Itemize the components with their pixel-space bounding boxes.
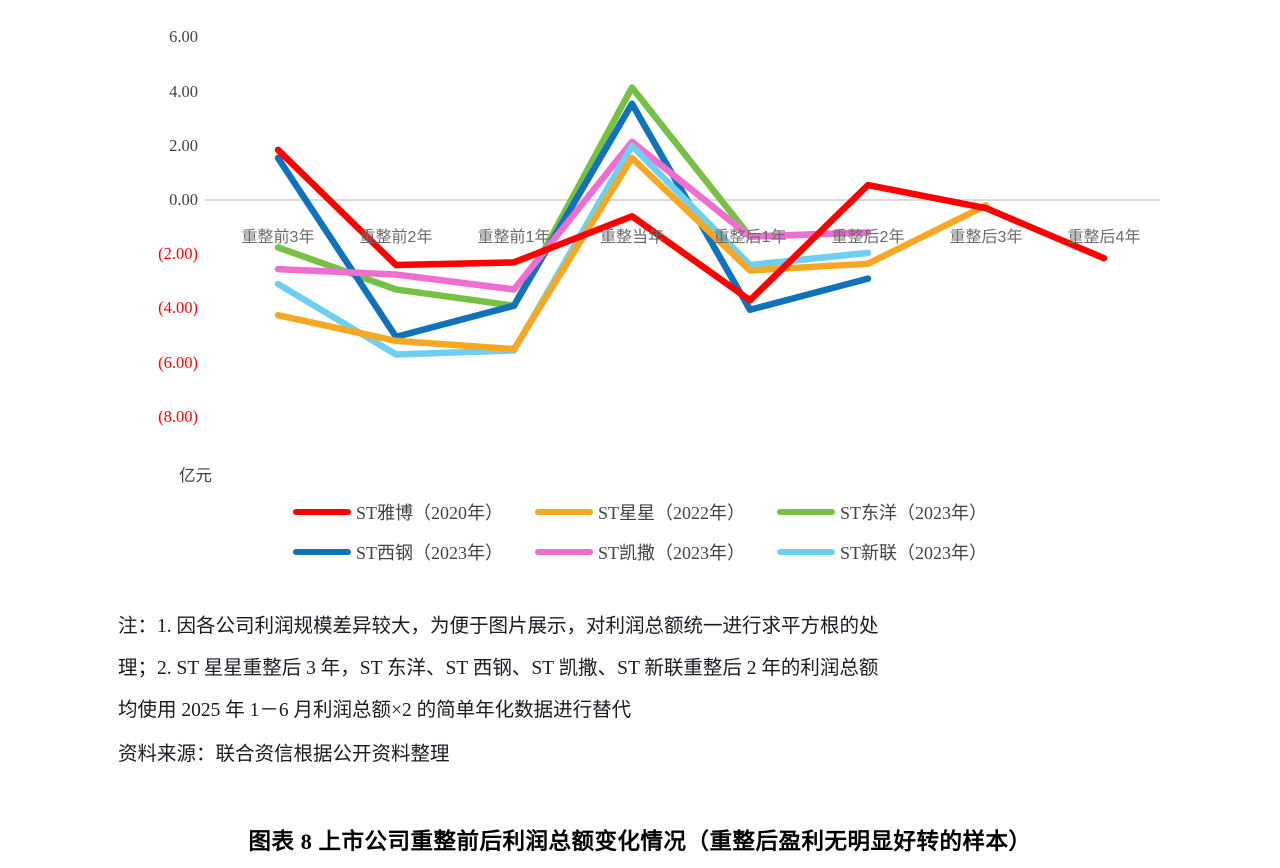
series-lines — [274, 84, 1108, 358]
series-line — [274, 138, 872, 293]
y-axis-tick-label: (2.00) — [158, 244, 198, 264]
figure-caption: 图表 8 上市公司重整前后利润总额变化情况（重整后盈利无明显好转的样本） — [248, 829, 1032, 854]
legend-color-swatch — [534, 509, 593, 515]
chart-notes: 注：1. 因各公司利润规模差异较大，为便于图片展示，对利润总额统一进行求平方根的… — [118, 606, 1193, 776]
legend-item[interactable]: ST星星（2022年） — [534, 499, 745, 525]
x-axis-tick-label: 重整前3年 — [241, 229, 315, 246]
note-source: 资料来源：联合资信根据公开资料整理 — [118, 744, 450, 765]
x-axis-tick-label: 重整后3年 — [949, 229, 1023, 246]
note-line-1: 注：1. 因各公司利润规模差异较大，为便于图片展示，对利润总额统一进行求平方根的… — [118, 616, 879, 637]
x-axis-tick-label: 重整当年 — [599, 229, 665, 246]
legend-color-swatch — [777, 549, 835, 555]
y-axis-tick-label: (6.00) — [158, 352, 198, 372]
x-axis-tick-label: 重整后2年 — [831, 229, 905, 246]
y-axis-tick-label: 6.00 — [169, 27, 198, 47]
y-axis-tick-label: (4.00) — [158, 298, 198, 318]
legend-label: ST西钢（2023年） — [355, 543, 503, 563]
legend-color-swatch — [292, 549, 351, 555]
y-axis-unit-label: 亿元 — [179, 467, 212, 485]
line-chart: 6.00 4.00 2.00 0.00 (2.00) (4.00) (6.00) (8.00)… — [158, 27, 1160, 485]
legend-label: ST星星（2022年） — [597, 503, 745, 523]
y-axis-tick-label: 2.00 — [169, 135, 198, 155]
legend-row-2: ST西钢（2023年） ST凯撒（2023年） ST新联（2023年） — [0, 532, 1280, 572]
chart-canvas — [205, 84, 1160, 358]
y-axis-tick-label: 4.00 — [169, 81, 198, 101]
legend-label: ST新联（2023年） — [840, 543, 988, 563]
note-line-3: 均使用 2025 年 1－6 月利润总额×2 的简单年化数据进行替代 — [118, 700, 632, 721]
y-axis-tick-label: 0.00 — [169, 190, 198, 209]
series-line — [274, 154, 990, 353]
legend-row-1: ST雅博（2020年） ST星星（2022年） ST东洋（2023年） — [0, 492, 1280, 532]
legend-item[interactable]: ST雅博（2020年） — [292, 499, 503, 525]
legend-item[interactable]: ST东洋（2023年） — [777, 499, 987, 525]
x-axis-tick-label: 重整前2年 — [359, 229, 433, 246]
x-axis-tick-label: 重整前1年 — [477, 229, 551, 246]
legend-label: ST雅博（2020年） — [355, 503, 503, 523]
legend-color-swatch — [777, 509, 835, 515]
legend-color-swatch — [534, 549, 593, 555]
legend-item[interactable]: ST凯撒（2023年） — [534, 539, 745, 565]
x-axis-tick-label: 重整后4年 — [1067, 229, 1141, 246]
note-line-2: 理；2. ST 星星重整后 3 年，ST 东洋、ST 西钢、ST 凯撒、ST 新… — [118, 658, 879, 679]
y-axis-tick-label: (8.00) — [158, 406, 198, 426]
series-line — [274, 146, 1108, 304]
series-line — [274, 100, 872, 341]
legend-label: ST凯撒（2023年） — [597, 543, 745, 563]
legend-item[interactable]: ST西钢（2023年） — [292, 539, 503, 565]
legend-color-swatch — [292, 509, 351, 515]
chart-legend: ST雅博（2020年） ST星星（2022年） ST东洋（2023年） ST西钢（2… — [0, 492, 1280, 577]
legend-item[interactable]: ST新联（2023年） — [777, 539, 987, 565]
x-axis-tick-label: 重整后1年 — [713, 229, 787, 246]
legend-label: ST东洋（2023年） — [840, 503, 988, 523]
